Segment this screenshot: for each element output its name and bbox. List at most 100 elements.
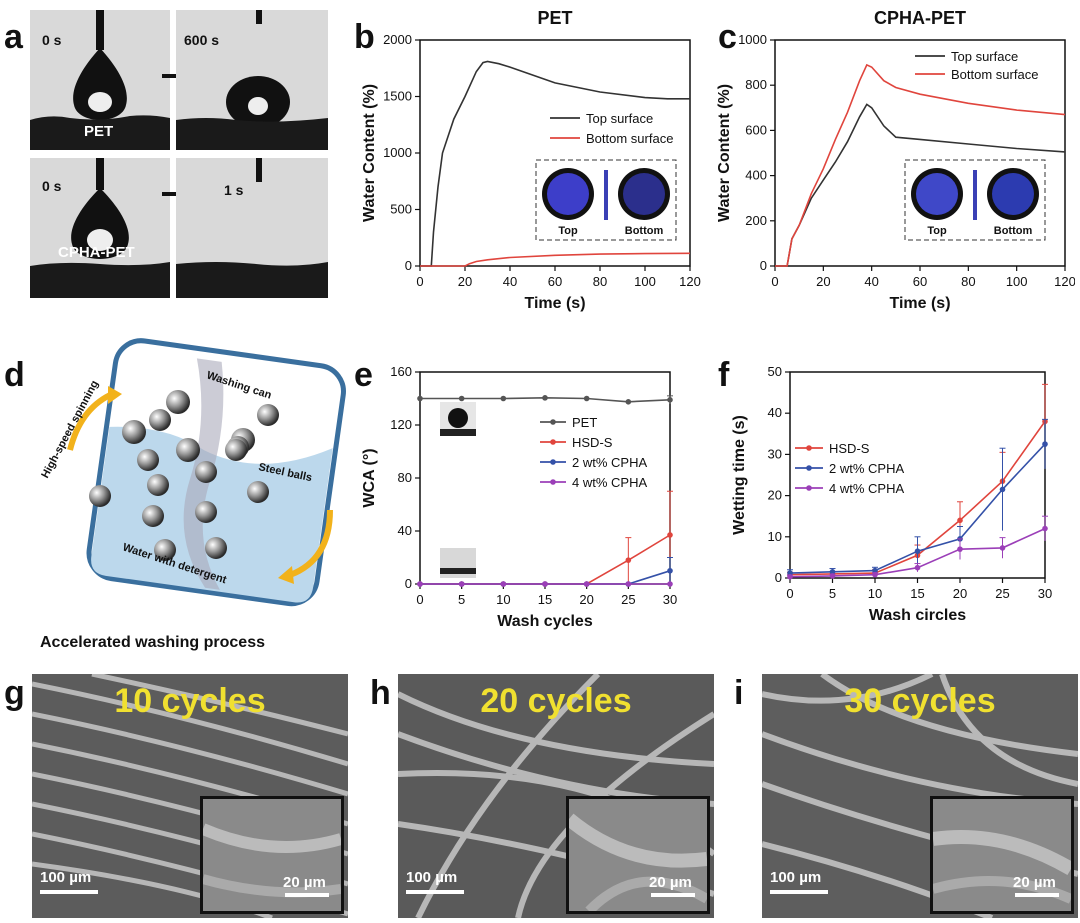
y-tick-label: 0 bbox=[405, 258, 412, 273]
x-axis-label: Time (s) bbox=[889, 295, 950, 312]
legend-label: HSD-S bbox=[829, 441, 870, 456]
divider-bar bbox=[604, 170, 608, 220]
time-label: 0 s bbox=[42, 178, 62, 194]
washing-schematic: High-speed spinning Washing can Steel ba… bbox=[39, 338, 346, 607]
y-tick-label: 0 bbox=[760, 258, 767, 273]
scale-label: 100 µm bbox=[40, 869, 92, 886]
y-tick-label: 160 bbox=[390, 364, 412, 379]
time-label: 1 s bbox=[224, 182, 244, 198]
sem-inset: 20 µm bbox=[930, 796, 1074, 914]
x-tick-label: 10 bbox=[868, 586, 882, 601]
sem-inset: 20 µm bbox=[200, 796, 344, 914]
chart-wetting-time: 0 5 10 15 20 25 30 0 10 20 30 40 50 Wash circles Wetti… bbox=[731, 364, 1052, 624]
series-line bbox=[420, 60, 690, 267]
x-tick-label: 10 bbox=[496, 592, 510, 607]
data-point bbox=[500, 395, 507, 402]
x-tick-label: 5 bbox=[829, 586, 836, 601]
chart-title: CPHA-PET bbox=[874, 8, 966, 28]
disc-bottom-fill bbox=[992, 173, 1034, 215]
x-axis-label: Wash cycles bbox=[497, 613, 593, 630]
legend-marker bbox=[550, 459, 556, 465]
scale-label: 100 µm bbox=[406, 869, 458, 886]
x-tick-label: 80 bbox=[593, 274, 607, 289]
x-tick-label: 120 bbox=[1054, 274, 1075, 289]
data-point bbox=[1042, 525, 1048, 532]
data-point bbox=[999, 486, 1006, 493]
y-tick-label: 30 bbox=[768, 446, 782, 461]
data-point bbox=[957, 546, 963, 552]
legend-marker bbox=[550, 479, 556, 485]
data-point bbox=[872, 571, 878, 578]
x-tick-label: 5 bbox=[458, 592, 465, 607]
x-tick-label: 0 bbox=[786, 586, 793, 601]
y-tick-label: 50 bbox=[768, 364, 782, 379]
sem-image-20-cycles: 20 cycles 100 µm 20 µm bbox=[398, 674, 714, 918]
panel-label-g: g bbox=[4, 674, 25, 712]
panel-label-i: i bbox=[734, 674, 744, 712]
disc-bottom-fill bbox=[623, 173, 665, 215]
panel-label-b: b bbox=[354, 18, 375, 56]
time-label: 600 s bbox=[184, 32, 220, 48]
sem-image-30-cycles: 30 cycles 100 µm 20 µm bbox=[762, 674, 1078, 918]
scale-bar bbox=[40, 890, 98, 894]
x-tick-label: 40 bbox=[864, 274, 878, 289]
droplet-inset-low bbox=[440, 548, 476, 578]
data-point bbox=[458, 395, 465, 402]
data-point bbox=[625, 557, 632, 563]
droplet-icon bbox=[448, 408, 468, 428]
legend-marker bbox=[806, 465, 812, 471]
data-point bbox=[625, 581, 632, 587]
chart-water-content-pet: PET 0 20 40 60 80 100 120 0 500 1000 1500 2000 Time (… bbox=[361, 8, 701, 312]
legend-label: 2 wt% CPHA bbox=[572, 455, 647, 470]
legend-marker bbox=[806, 445, 812, 451]
data-point bbox=[542, 581, 548, 587]
sample-label: PET bbox=[84, 123, 114, 140]
data-point bbox=[625, 399, 632, 405]
x-axis-label: Wash circles bbox=[869, 607, 966, 624]
droplet-image bbox=[176, 10, 328, 150]
panel-d-caption: Accelerated washing process bbox=[40, 634, 265, 651]
data-point bbox=[787, 573, 793, 580]
inset-scale-label: 20 µm bbox=[649, 874, 692, 891]
legend-label: Bottom surface bbox=[951, 67, 1038, 82]
panel-label-c: c bbox=[718, 18, 737, 56]
droplet-image bbox=[176, 158, 328, 298]
inset-label-top: Top bbox=[558, 225, 578, 237]
scale-bar bbox=[770, 890, 828, 894]
substrate bbox=[440, 429, 476, 436]
y-axis-label: Wetting time (s) bbox=[731, 415, 748, 535]
sem-inset: 20 µm bbox=[566, 796, 710, 914]
y-tick-label: 0 bbox=[775, 570, 782, 585]
legend-label: Top surface bbox=[586, 111, 653, 126]
data-point bbox=[667, 532, 673, 538]
inset-label-bottom: Bottom bbox=[994, 225, 1033, 237]
x-tick-label: 20 bbox=[458, 274, 472, 289]
legend-label: Top surface bbox=[951, 49, 1018, 64]
data-point bbox=[542, 395, 548, 401]
inset-texture bbox=[203, 799, 341, 911]
y-tick-label: 0 bbox=[405, 576, 412, 591]
spin-label: High-speed spinning bbox=[39, 379, 101, 481]
droplet-photo-pet-600s: 600 s bbox=[176, 10, 328, 150]
x-tick-label: 80 bbox=[961, 274, 975, 289]
x-tick-label: 100 bbox=[634, 274, 656, 289]
series-line bbox=[775, 63, 1066, 267]
legend-marker bbox=[550, 419, 556, 425]
panel-label-f: f bbox=[718, 356, 730, 394]
data-point bbox=[829, 569, 836, 575]
x-tick-label: 20 bbox=[953, 586, 967, 601]
panel-label-a: a bbox=[4, 18, 23, 56]
inset-label-bottom: Bottom bbox=[625, 225, 664, 237]
x-tick-label: 20 bbox=[816, 274, 830, 289]
panel-label-d: d bbox=[4, 356, 25, 394]
chart-wca-wash-cycles: 0 5 10 15 20 25 30 0 40 80 120 160 Wash cycles WCA (°… bbox=[361, 364, 677, 630]
data-point bbox=[914, 548, 921, 555]
time-label: 0 s bbox=[42, 32, 62, 48]
inset-texture bbox=[569, 799, 707, 911]
legend-marker bbox=[806, 485, 812, 491]
data-point bbox=[1042, 441, 1048, 447]
disc-top-fill bbox=[547, 173, 589, 215]
y-tick-label: 40 bbox=[398, 523, 412, 538]
data-point bbox=[914, 564, 921, 571]
panel-label-e: e bbox=[354, 356, 373, 394]
